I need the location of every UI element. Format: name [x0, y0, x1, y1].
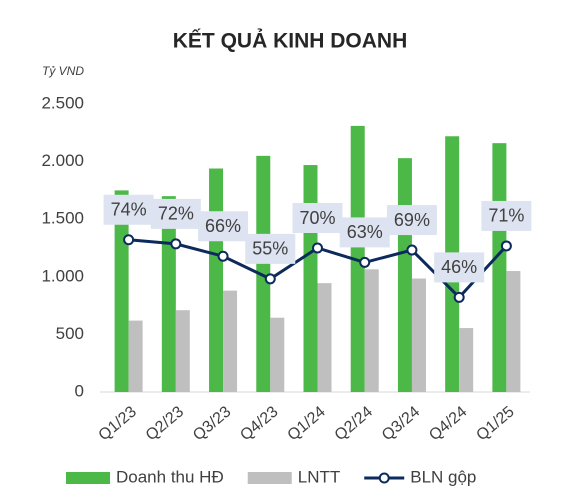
data-label-box [339, 217, 390, 248]
legend-item: LNTT [247, 467, 341, 486]
y-tick-label: 500 [56, 324, 84, 343]
y-tick-label: 2.500 [41, 93, 84, 112]
data-label: 66% [205, 216, 241, 236]
line-point [123, 234, 135, 246]
bar [506, 271, 521, 392]
bar [223, 290, 238, 392]
bar [317, 283, 332, 392]
legend-swatch [66, 472, 110, 484]
data-label-box [198, 211, 249, 242]
data-label-box [292, 203, 343, 233]
y-tick-label: 2.000 [41, 151, 84, 170]
chart-title: KẾT QUẢ KINH DOANH [173, 30, 408, 53]
data-label: 63% [347, 222, 383, 242]
line-point [500, 240, 512, 252]
x-tick-label: Q2/23 [143, 403, 187, 444]
data-label-box [103, 194, 154, 225]
line-point [264, 273, 276, 285]
x-tick-label: Q1/25 [473, 403, 517, 444]
line-point [453, 291, 465, 303]
x-tick-label: Q1/24 [284, 403, 328, 444]
data-label: 70% [299, 208, 335, 228]
y-tick-label: 0 [75, 381, 84, 400]
y-axis-unit: Tỷ VND [42, 64, 84, 78]
legend-item: Doanh thu HĐ [66, 467, 224, 486]
legend-label: LNTT [298, 467, 341, 486]
bar [397, 158, 412, 392]
legend-label: BLN gộp [410, 467, 476, 486]
bar [364, 269, 379, 392]
bar [128, 320, 143, 392]
bar [459, 328, 474, 392]
x-tick-label: Q4/23 [237, 403, 281, 444]
bar [175, 310, 190, 392]
bar [209, 168, 224, 392]
y-tick-label: 1.000 [41, 266, 84, 285]
legend-swatch [247, 472, 292, 484]
bar [303, 165, 318, 392]
x-tick-label: Q1/23 [96, 403, 140, 444]
line-point [217, 250, 229, 262]
y-tick-label: 1.500 [41, 209, 84, 228]
data-label: 72% [158, 204, 194, 224]
data-label: 71% [488, 206, 524, 226]
line-point [170, 238, 182, 250]
data-label-box [245, 233, 296, 264]
data-label: 74% [111, 200, 147, 220]
x-tick-label: Q3/23 [190, 403, 234, 444]
line-point [359, 256, 371, 268]
x-tick-label: Q4/24 [426, 403, 470, 444]
line-point [312, 242, 323, 254]
legend-swatch-marker [378, 472, 390, 484]
bar [270, 317, 285, 392]
data-label: 55% [252, 239, 288, 259]
line-point [406, 244, 418, 256]
legend-label: Doanh thu HĐ [116, 467, 224, 486]
x-tick-label: Q3/24 [379, 403, 423, 444]
data-label-box [386, 205, 437, 236]
data-label-box [481, 200, 532, 231]
legend-item: BLN gộp [364, 467, 476, 486]
data-label-box [150, 198, 201, 229]
x-tick-label: Q2/24 [332, 403, 376, 444]
data-label-box [434, 252, 485, 283]
bar [492, 143, 507, 392]
data-label: 69% [394, 210, 430, 230]
bar [411, 278, 426, 392]
data-label: 46% [441, 257, 477, 277]
